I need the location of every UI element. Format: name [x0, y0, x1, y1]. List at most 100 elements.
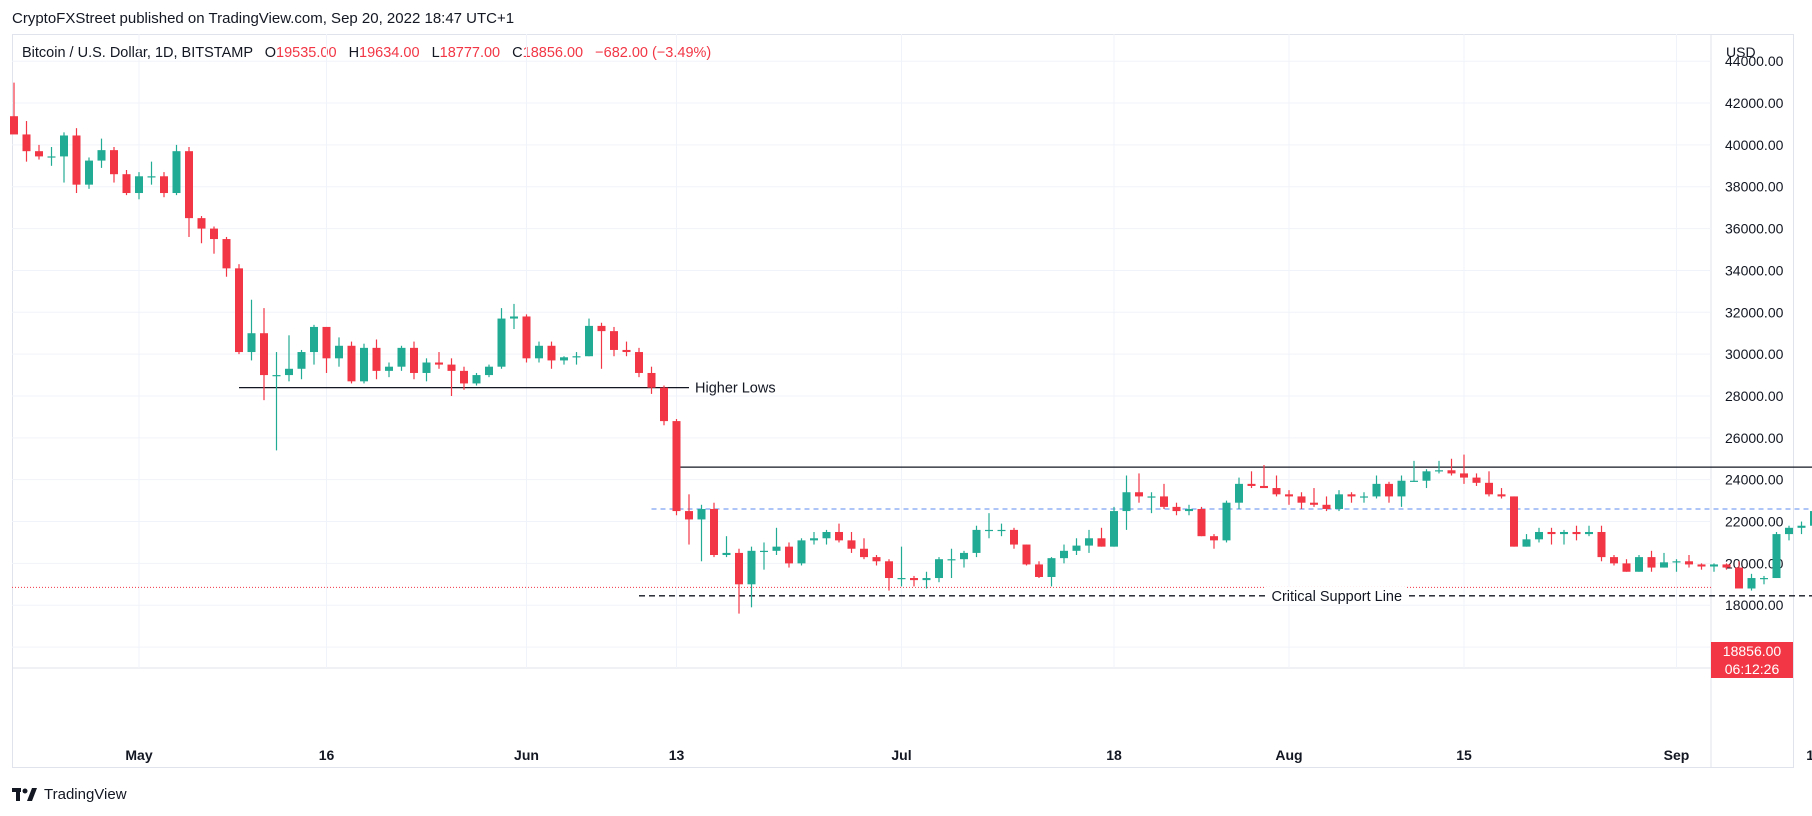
- candle-body: [647, 372, 656, 388]
- candle-body: [1347, 494, 1356, 497]
- annotation-label-bg: [1265, 586, 1406, 604]
- chart-frame: [12, 34, 1794, 768]
- countdown-tag: 06:12:26: [1711, 660, 1793, 678]
- candle-body: [35, 151, 43, 157]
- candle-body: [860, 548, 868, 558]
- candle-body: [1510, 496, 1518, 547]
- y-tick-label: 32000.00: [1725, 304, 1784, 320]
- y-tick-label: 26000.00: [1725, 430, 1784, 446]
- y-tick-label: 42000.00: [1725, 95, 1784, 111]
- candle-body: [522, 316, 531, 359]
- candle-body: [1110, 511, 1118, 547]
- close-value: 18856.00: [522, 45, 584, 61]
- candle-body: [72, 135, 81, 185]
- candle-body: [22, 134, 31, 152]
- candle-body: [897, 578, 906, 580]
- x-tick-label: Sep: [1664, 747, 1690, 763]
- footer[interactable]: TradingView: [12, 786, 127, 803]
- candle-body: [1447, 470, 1456, 474]
- candle-body: [1522, 539, 1531, 547]
- candle-body: [1172, 506, 1181, 512]
- candle-body: [285, 368, 293, 376]
- candle-body: [497, 318, 506, 367]
- candle-body: [97, 150, 106, 161]
- candle-body: [372, 347, 381, 371]
- candle-body: [135, 176, 143, 194]
- high-label: H: [348, 45, 360, 61]
- symbol-label: Bitcoin / U.S. Dollar, 1D, BITSTAMP: [22, 45, 253, 61]
- candle-body: [747, 550, 756, 585]
- open-value: 19535.00: [276, 45, 337, 61]
- low-value: 18777.00: [439, 45, 501, 61]
- candle-body: [310, 326, 318, 353]
- candle-body: [485, 366, 493, 376]
- y-tick-label: 34000.00: [1725, 262, 1784, 278]
- ohlc-legend: Bitcoin / U.S. Dollar, 1D, BITSTAMP O195…: [22, 45, 711, 61]
- candle-body: [1160, 496, 1168, 507]
- candle-body: [1035, 564, 1043, 577]
- candle-body: [1697, 564, 1706, 567]
- candle-body: [360, 347, 368, 382]
- y-tick-label: 30000.00: [1725, 346, 1784, 362]
- candle-body: [1135, 492, 1143, 497]
- y-tick-label: 18000.00: [1725, 597, 1784, 613]
- candle-body: [60, 135, 68, 157]
- candle-body: [810, 538, 818, 541]
- candle-body: [622, 349, 631, 353]
- candle-body: [1397, 480, 1406, 497]
- candle-body: [122, 174, 131, 194]
- candle-body: [472, 375, 481, 384]
- candle-body: [1485, 482, 1493, 495]
- candle-body: [1310, 502, 1318, 505]
- candle-body: [1072, 545, 1081, 551]
- x-tick-label: May: [125, 747, 152, 763]
- candle-body: [222, 239, 231, 269]
- candle-body: [910, 578, 918, 581]
- candle-body: [1197, 508, 1206, 537]
- candle-body: [847, 540, 856, 549]
- candle-body: [972, 529, 981, 553]
- annotation-label: Critical Support Line: [1272, 589, 1403, 605]
- candle-body: [1622, 563, 1631, 572]
- candle-body: [1260, 485, 1268, 489]
- y-tick-label: 36000.00: [1725, 221, 1784, 237]
- candle-body: [1297, 496, 1306, 503]
- candle-body: [210, 228, 218, 240]
- candle-body: [1547, 531, 1556, 535]
- candle-body: [1597, 531, 1606, 558]
- high-value: 19634.00: [359, 45, 420, 61]
- y-tick-label: 24000.00: [1725, 472, 1784, 488]
- candle-body: [247, 333, 256, 353]
- candle-body: [272, 375, 281, 377]
- candle-body: [685, 511, 693, 520]
- candle-body: [797, 540, 806, 564]
- candle-body: [1735, 567, 1743, 589]
- candle-body: [1472, 477, 1481, 483]
- candle-body: [872, 557, 881, 562]
- candle-body: [1022, 544, 1031, 565]
- candle-body: [1360, 496, 1368, 498]
- candle-body: [1185, 508, 1193, 512]
- candle-body: [1747, 578, 1756, 589]
- candle-body: [572, 356, 581, 358]
- candle-body: [1010, 529, 1018, 545]
- candle-body: [1647, 557, 1656, 568]
- x-tick-label: Jul: [891, 747, 911, 763]
- candle-body: [822, 531, 831, 539]
- candle-body: [1047, 558, 1056, 577]
- candle-body: [1385, 483, 1393, 497]
- candle-body: [1497, 494, 1506, 497]
- candle-body: [1635, 557, 1643, 572]
- candle-body: [1410, 480, 1418, 482]
- candle-body: [297, 352, 306, 369]
- x-tick-label: 16: [319, 747, 335, 763]
- candle-body: [1322, 504, 1331, 509]
- candle-body: [335, 345, 343, 359]
- low-label: L: [431, 45, 440, 61]
- x-tick-label: 15: [1456, 747, 1472, 763]
- x-tick-label: 18: [1106, 747, 1122, 763]
- candle-body: [560, 357, 568, 361]
- candle-body: [535, 345, 543, 359]
- candle-body: [1335, 494, 1343, 509]
